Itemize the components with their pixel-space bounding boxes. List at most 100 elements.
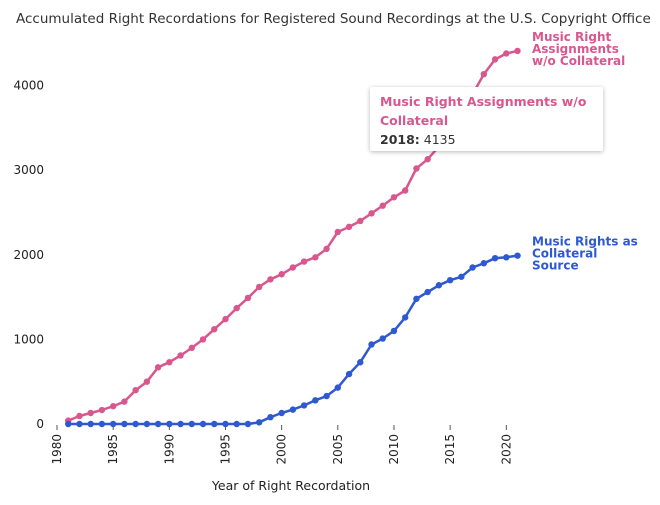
data-point (143, 378, 151, 385)
tooltip-title: Music Right Assignments w/o Collateral (380, 94, 587, 128)
data-point (402, 314, 409, 321)
data-point (480, 260, 488, 267)
data-point (121, 420, 128, 428)
data-point (188, 344, 195, 352)
x-tick-label: 1995 (218, 434, 232, 465)
data-point (300, 402, 308, 409)
data-point (424, 288, 431, 296)
data-point (357, 359, 364, 366)
data-point (514, 47, 521, 55)
data-point (323, 392, 330, 400)
data-point (166, 420, 173, 428)
data-point (491, 56, 499, 63)
data-point (300, 258, 308, 265)
data-point (233, 420, 240, 428)
data-point (65, 420, 72, 428)
data-point (503, 254, 510, 261)
data-point (109, 420, 117, 428)
y-tick-label: 2000 (13, 248, 44, 262)
data-point (177, 352, 184, 359)
data-point (211, 326, 218, 333)
data-point (166, 359, 173, 366)
data-point (121, 398, 128, 405)
data-point (390, 327, 398, 335)
x-axis-title: Year of Right Recordation (211, 478, 370, 493)
data-point (199, 336, 207, 343)
data-point (368, 341, 375, 348)
data-point (368, 210, 375, 217)
x-tick-label: 1980 (50, 434, 64, 465)
data-point (402, 187, 409, 194)
y-tick-label: 3000 (13, 163, 44, 177)
data-point (278, 271, 285, 278)
data-point (289, 264, 297, 271)
data-point (480, 70, 488, 78)
x-tick-label: 2000 (275, 434, 289, 465)
data-point (345, 223, 353, 231)
data-point (345, 370, 353, 378)
data-point (278, 409, 285, 417)
data-point (199, 420, 207, 428)
data-point (390, 194, 398, 201)
data-point (323, 245, 330, 253)
y-tick-label: 1000 (13, 332, 44, 346)
series-label: Music Rights as Collateral Source (532, 235, 638, 273)
data-point (177, 420, 184, 428)
data-point (379, 202, 386, 209)
data-point (188, 420, 195, 428)
data-point (413, 165, 420, 172)
y-tick-label: 4000 (13, 79, 44, 93)
data-point (312, 254, 319, 261)
data-point (255, 419, 263, 426)
data-point (211, 420, 218, 428)
series-2: Music Rights as Collateral Source (65, 235, 638, 428)
data-point (132, 420, 139, 428)
data-point (435, 282, 443, 289)
data-point (334, 384, 342, 391)
data-point (76, 420, 83, 428)
data-point (98, 406, 106, 414)
chart-title: Accumulated Right Recordations for Regis… (16, 11, 651, 27)
data-point (289, 406, 297, 413)
series-layer: Music Right Assignments w/o Collateral Musi… (65, 30, 638, 428)
data-point (87, 409, 94, 417)
x-tick-label: 2005 (331, 434, 345, 465)
x-tick-label: 2015 (443, 434, 457, 465)
data-point (379, 335, 386, 342)
data-point (469, 264, 476, 271)
data-point (267, 414, 274, 421)
x-tick-label: 2020 (499, 434, 513, 465)
data-point (503, 50, 510, 57)
axes: 1980 1985 1990 1995 2000 2005 2010 2015 2020 0 100… (13, 79, 513, 465)
data-point (143, 420, 151, 428)
data-point (244, 420, 252, 428)
data-point (424, 156, 431, 163)
data-point (458, 273, 465, 280)
data-point (312, 397, 319, 404)
data-point (413, 295, 420, 302)
data-point (154, 364, 162, 371)
data-point (98, 420, 106, 428)
y-tick-label: 0 (36, 417, 44, 431)
x-tick-label: 1990 (162, 434, 176, 465)
data-point (334, 228, 342, 236)
data-point (132, 386, 139, 394)
tooltip-year: 2018 (380, 132, 415, 147)
data-point (154, 420, 162, 428)
data-point (255, 283, 263, 291)
series-1: Music Right Assignments w/o Collateral (65, 30, 625, 424)
data-point (357, 217, 364, 225)
data-point (222, 420, 229, 428)
data-point (267, 276, 274, 283)
data-point (87, 420, 94, 428)
series-label: Music Right Assignments w/o Collateral (532, 30, 625, 68)
tooltip-value: 2018: 4135 (380, 132, 456, 147)
data-point (222, 315, 229, 323)
data-point (233, 304, 240, 312)
x-tick-label: 2010 (387, 434, 401, 465)
tooltip-number: 4135 (423, 132, 456, 147)
tooltip: Music Right Assignments w/o Collateral 2… (370, 87, 603, 151)
data-point (514, 252, 521, 259)
data-point (491, 254, 499, 262)
